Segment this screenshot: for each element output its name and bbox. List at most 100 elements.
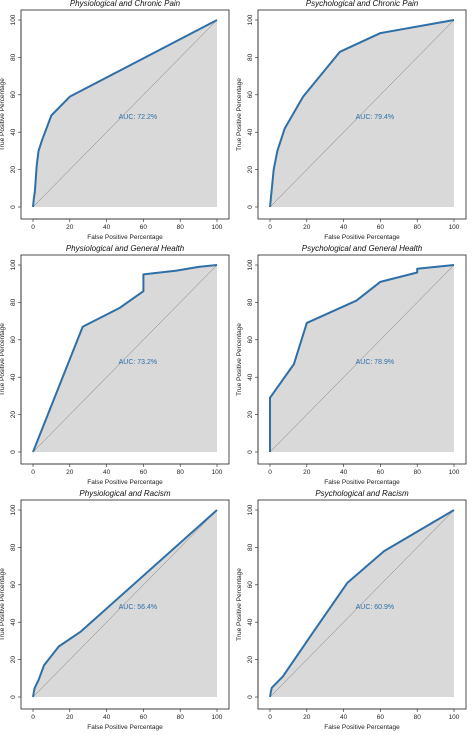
x-tick-label: 100 (449, 224, 460, 231)
roc-chart-svg: Psychological and Racism 0 20 40 60 80 100 0 20 4… (236, 489, 467, 731)
roc-panel-psychological-racism: Psychological and Racism 0 20 40 60 80 100 0 20 4… (236, 489, 474, 735)
y-tick-label: 100 (10, 259, 17, 270)
chart-title: Psychological and Chronic Pain (306, 0, 419, 8)
roc-panel-physiological-chronic-pain: Physiological and Chronic Pain 0 20 40 60 80 1… (0, 0, 237, 245)
x-tick-label: 80 (177, 224, 185, 231)
y-tick-label: 20 (10, 411, 17, 419)
roc-curve-line (32, 264, 218, 453)
chance-diagonal-line (269, 19, 455, 208)
y-axis-title: True Positive Percentage (236, 323, 243, 396)
x-tick-label: 80 (414, 469, 422, 476)
x-axis-title: False Positive Percentage (324, 479, 400, 486)
chance-diagonal-line (32, 509, 218, 698)
auc-annotation: AUC: 60.9% (356, 604, 395, 611)
y-tick-label: 40 (247, 128, 254, 136)
x-tick-label: 40 (340, 714, 348, 721)
x-axis-title: False Positive Percentage (324, 724, 400, 731)
roc-chart-svg: Physiological and Chronic Pain 0 20 40 60 80 1… (0, 0, 230, 241)
auc-annotation: AUC: 56.4% (119, 604, 158, 611)
x-tick-label: 100 (212, 469, 223, 476)
roc-curve-line (269, 509, 455, 698)
x-axis-title: False Positive Percentage (87, 234, 163, 241)
roc-curve-line (32, 19, 218, 208)
x-tick-label: 80 (414, 224, 422, 231)
y-tick-label: 0 (247, 205, 254, 209)
y-tick-label: 80 (10, 298, 17, 306)
y-axis-title: True Positive Percentage (236, 568, 243, 641)
y-axis-title: True Positive Percentage (0, 323, 6, 396)
x-tick-label: 0 (268, 224, 272, 231)
roc-panel-psychological-chronic-pain: Psychological and Chronic Pain 0 20 40 60 80 1… (236, 0, 474, 245)
y-tick-label: 100 (10, 504, 17, 515)
x-tick-label: 100 (449, 469, 460, 476)
chart-title: Physiological and Racism (79, 489, 170, 498)
y-tick-label: 100 (247, 14, 254, 25)
roc-curve-line (32, 509, 218, 698)
x-tick-label: 60 (140, 224, 148, 231)
chance-diagonal-line (269, 264, 455, 453)
y-tick-label: 60 (10, 336, 17, 344)
x-tick-label: 40 (103, 469, 111, 476)
y-tick-label: 60 (247, 581, 254, 589)
y-tick-label: 60 (10, 91, 17, 99)
y-axis-title: True Positive Percentage (0, 568, 6, 641)
chance-diagonal-line (269, 509, 455, 698)
x-tick-label: 0 (31, 469, 35, 476)
y-tick-label: 80 (247, 53, 254, 61)
x-tick-label: 0 (31, 714, 35, 721)
chart-title: Psychological and General Health (302, 244, 423, 253)
y-tick-label: 20 (247, 411, 254, 419)
chart-title: Physiological and General Health (66, 244, 185, 253)
auc-annotation: AUC: 73.2% (119, 359, 158, 366)
chance-diagonal-line (32, 19, 218, 208)
x-tick-label: 40 (340, 469, 348, 476)
y-tick-label: 80 (247, 543, 254, 551)
y-tick-label: 60 (247, 336, 254, 344)
y-tick-label: 40 (10, 128, 17, 136)
y-tick-label: 40 (247, 373, 254, 381)
y-tick-label: 80 (247, 298, 254, 306)
auc-annotation: AUC: 78.9% (356, 359, 395, 366)
x-tick-label: 80 (177, 469, 185, 476)
y-tick-label: 0 (10, 205, 17, 209)
y-tick-label: 0 (247, 695, 254, 699)
y-tick-label: 80 (10, 543, 17, 551)
y-tick-label: 40 (10, 373, 17, 381)
x-tick-label: 0 (268, 714, 272, 721)
x-axis-title: False Positive Percentage (87, 724, 163, 731)
x-tick-label: 20 (66, 714, 74, 721)
y-tick-label: 20 (10, 656, 17, 664)
roc-panel-physiological-general-health: Physiological and General Health 0 20 40 60 8… (0, 244, 237, 490)
y-tick-label: 0 (247, 450, 254, 454)
x-axis-title: False Positive Percentage (87, 479, 163, 486)
y-tick-label: 0 (10, 695, 17, 699)
x-tick-label: 60 (377, 224, 385, 231)
x-tick-label: 20 (66, 469, 74, 476)
roc-chart-svg: Physiological and Racism 0 20 40 60 80 100 0 20 4… (0, 489, 230, 731)
x-tick-label: 80 (414, 714, 422, 721)
roc-chart-svg: Psychological and General Health 0 20 40 60 8… (236, 244, 467, 486)
y-tick-label: 20 (247, 656, 254, 664)
x-tick-label: 100 (449, 714, 460, 721)
y-axis-title: True Positive Percentage (0, 78, 6, 151)
x-tick-label: 20 (303, 714, 311, 721)
chart-title: Physiological and Chronic Pain (70, 0, 181, 8)
roc-chart-svg: Physiological and General Health 0 20 40 60 8… (0, 244, 230, 486)
x-tick-label: 60 (140, 469, 148, 476)
roc-curve-line (269, 19, 455, 208)
x-tick-label: 40 (340, 224, 348, 231)
y-tick-label: 100 (247, 504, 254, 515)
roc-panel-physiological-racism: Physiological and Racism 0 20 40 60 80 100 0 20 4… (0, 489, 237, 735)
y-tick-label: 60 (10, 581, 17, 589)
chance-diagonal-line (32, 264, 218, 453)
roc-curve-line (269, 264, 455, 452)
auc-annotation: AUC: 79.4% (356, 114, 395, 121)
y-tick-label: 60 (247, 91, 254, 99)
y-tick-label: 80 (10, 53, 17, 61)
y-tick-label: 40 (247, 618, 254, 626)
x-tick-label: 100 (212, 224, 223, 231)
y-tick-label: 0 (10, 450, 17, 454)
x-tick-label: 60 (377, 469, 385, 476)
x-tick-label: 40 (103, 714, 111, 721)
